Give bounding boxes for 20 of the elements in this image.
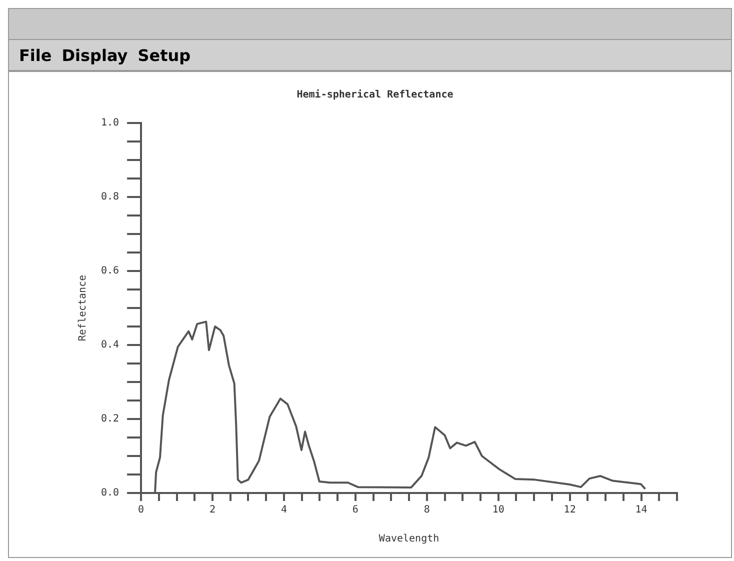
x-axis-title: Wavelength <box>378 534 440 545</box>
text: Display <box>62 46 128 64</box>
chart-title: Hemi-spherical Reflectance <box>296 88 454 101</box>
x-tick-label: 8 <box>424 504 430 516</box>
x-tick-label: 4 <box>280 504 287 516</box>
text: File <box>19 46 52 64</box>
y-tick-label: 0.0 <box>101 488 120 499</box>
y-tick-label: 0.4 <box>101 340 120 351</box>
y-tick-label: 1.0 <box>101 118 120 129</box>
x-tick-label: 6 <box>352 504 358 516</box>
y-tick-label: 0.8 <box>101 192 120 203</box>
x-tick-label: 14 <box>635 504 648 516</box>
text: Setup <box>138 46 191 64</box>
x-tick-label: 0 <box>138 504 144 516</box>
y-tick-label: 0.6 <box>101 266 120 277</box>
x-tick-label: 2 <box>210 504 216 516</box>
y-axis-title: Reflectance <box>78 274 89 342</box>
x-tick-label: 10 <box>492 504 504 516</box>
y-tick-label: 0.2 <box>101 414 120 425</box>
x-tick-label: 12 <box>564 504 576 516</box>
